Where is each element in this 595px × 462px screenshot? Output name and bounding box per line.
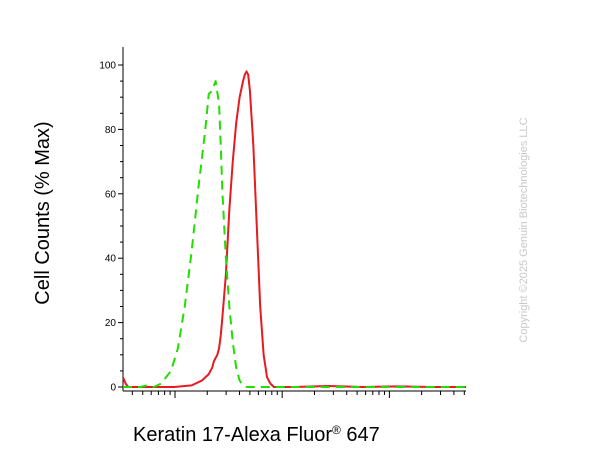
y-tick-label: 40 bbox=[105, 254, 117, 265]
y-ticks: 0 20 40 60 80 100 bbox=[99, 61, 123, 394]
x-ticks bbox=[131, 391, 465, 398]
y-tick-label: 20 bbox=[105, 318, 117, 329]
x-axis-label-tail: 647 bbox=[341, 424, 380, 446]
x-axis-label-main: Keratin 17-Alexa Fluor bbox=[133, 424, 332, 446]
y-tick-label: 80 bbox=[105, 125, 117, 136]
y-tick-label: 0 bbox=[110, 383, 116, 394]
plot-series bbox=[122, 70, 466, 388]
series-line-1 bbox=[123, 80, 466, 388]
y-tick-label: 100 bbox=[99, 61, 116, 72]
x-axis-label-registered-mark: ® bbox=[332, 423, 341, 437]
copyright-watermark: Copyright ©2025 Genuin Biotechnologies L… bbox=[518, 117, 530, 342]
y-tick-label: 60 bbox=[105, 189, 117, 200]
series-line-0 bbox=[122, 70, 466, 388]
x-axis-label: Keratin 17-Alexa Fluor® 647 bbox=[133, 423, 380, 446]
y-minor-ticks bbox=[120, 80, 123, 372]
axes: 0 20 40 60 80 100 bbox=[99, 47, 466, 398]
y-axis-label: Cell Counts (% Max) bbox=[32, 121, 54, 304]
